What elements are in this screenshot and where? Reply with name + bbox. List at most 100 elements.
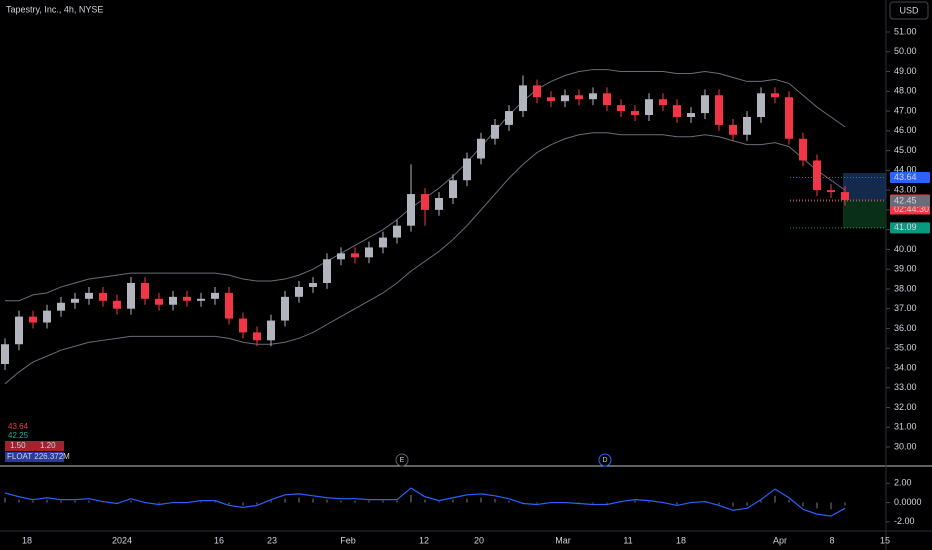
candle-body	[407, 194, 415, 226]
oscillator-line	[4, 487, 846, 517]
y2-tick-label: 2.00	[894, 478, 912, 488]
candle-body	[309, 282, 317, 287]
event-label[interactable]: E	[400, 457, 405, 464]
x-tick-label: 20	[474, 535, 484, 545]
candle-body	[771, 93, 779, 98]
x-tick-label: Feb	[340, 535, 356, 545]
candle-body	[757, 93, 765, 117]
candle-body	[799, 138, 807, 161]
y-tick-label: 40.00	[894, 244, 917, 254]
candle-body	[617, 105, 625, 112]
y-tick-label: 36.00	[894, 323, 917, 333]
event-icon[interactable]	[395, 453, 409, 467]
candle-body	[547, 97, 555, 102]
price-label-box	[890, 222, 930, 234]
candle-body	[379, 237, 387, 248]
candle-body	[575, 95, 583, 100]
y-tick-label: 30.00	[894, 441, 917, 451]
legend-box	[5, 441, 64, 451]
candle-body	[449, 180, 457, 199]
countdown-box	[890, 204, 930, 215]
candle-body	[701, 95, 709, 114]
candle-body	[239, 318, 247, 333]
candle-body	[113, 300, 121, 309]
legend-low: 42.25	[8, 431, 29, 440]
stop-zone	[843, 200, 886, 228]
candle-body	[127, 282, 135, 309]
y-tick-label: 43.00	[894, 184, 917, 194]
candle-body	[785, 97, 793, 139]
price-label: 43.64	[894, 172, 917, 182]
x-tick-label: Apr	[773, 535, 787, 545]
y-tick-label: 37.00	[894, 303, 917, 313]
candle-body	[393, 225, 401, 238]
price-label: 42.45	[894, 195, 917, 205]
legend-float-box	[5, 452, 64, 462]
candle-body	[183, 296, 191, 301]
x-tick-label: 18	[676, 535, 686, 545]
y-tick-label: 39.00	[894, 264, 917, 274]
y-tick-label: 32.00	[894, 402, 917, 412]
candle-body	[645, 99, 653, 116]
y-tick-label: 38.00	[894, 283, 917, 293]
x-tick-label: 8	[829, 535, 834, 545]
candle-body	[659, 99, 667, 106]
candle-body	[561, 95, 569, 102]
price-label-box	[890, 195, 930, 207]
candle-body	[533, 85, 541, 98]
candle-body	[281, 296, 289, 321]
y2-tick-label: 0.0000	[894, 497, 922, 507]
y-tick-label: 31.00	[894, 422, 917, 432]
candle-body	[589, 93, 597, 100]
candle-body	[1, 344, 9, 365]
event-label[interactable]: D	[602, 457, 607, 464]
candle-body	[827, 190, 835, 193]
candle-body	[841, 192, 849, 200]
candle-body	[267, 320, 275, 341]
candle-body	[687, 113, 695, 117]
candle-body	[225, 292, 233, 319]
candle-body	[29, 316, 37, 323]
y2-tick-label: -2.00	[894, 516, 915, 526]
currency[interactable]: USD	[899, 5, 919, 15]
legend-box-value: 1.20	[40, 441, 56, 450]
price-label-box	[890, 171, 930, 183]
candle-body	[505, 111, 513, 125]
candle-body	[435, 198, 443, 210]
candle-body	[463, 158, 471, 181]
candle-body	[673, 105, 681, 117]
y-tick-label: 49.00	[894, 66, 917, 76]
candle-body	[813, 160, 821, 191]
candle-body	[295, 286, 303, 297]
y-tick-label: 45.00	[894, 145, 917, 155]
candle-body	[197, 298, 205, 301]
x-tick-label: 2024	[112, 535, 132, 545]
candle-body	[603, 93, 611, 106]
y-tick-label: 51.00	[894, 26, 917, 36]
candle-body	[211, 292, 219, 299]
x-tick-label: Mar	[555, 535, 571, 545]
candle-body	[743, 116, 751, 135]
candle-body	[715, 95, 723, 125]
candle-body	[15, 316, 23, 345]
candle-body	[491, 124, 499, 139]
y-tick-label: 48.00	[894, 86, 917, 96]
candle-body	[351, 253, 359, 258]
currency-button[interactable]	[889, 1, 929, 20]
candle-body	[421, 194, 429, 210]
y-tick-label: 44.00	[894, 165, 917, 175]
candle-body	[85, 292, 93, 299]
event-icon[interactable]	[598, 453, 612, 467]
x-tick-label: 16	[214, 535, 224, 545]
countdown: 02:44:30	[894, 204, 929, 214]
candle-body	[71, 298, 79, 303]
y-tick-label: 34.00	[894, 362, 917, 372]
candle-body	[57, 302, 65, 311]
legend-box-value: 1.50	[10, 441, 26, 450]
y-tick-label: 33.00	[894, 382, 917, 392]
candle-body	[519, 85, 527, 112]
lower-band	[4, 132, 846, 385]
candle-body	[169, 296, 177, 305]
candle-body	[99, 292, 107, 301]
